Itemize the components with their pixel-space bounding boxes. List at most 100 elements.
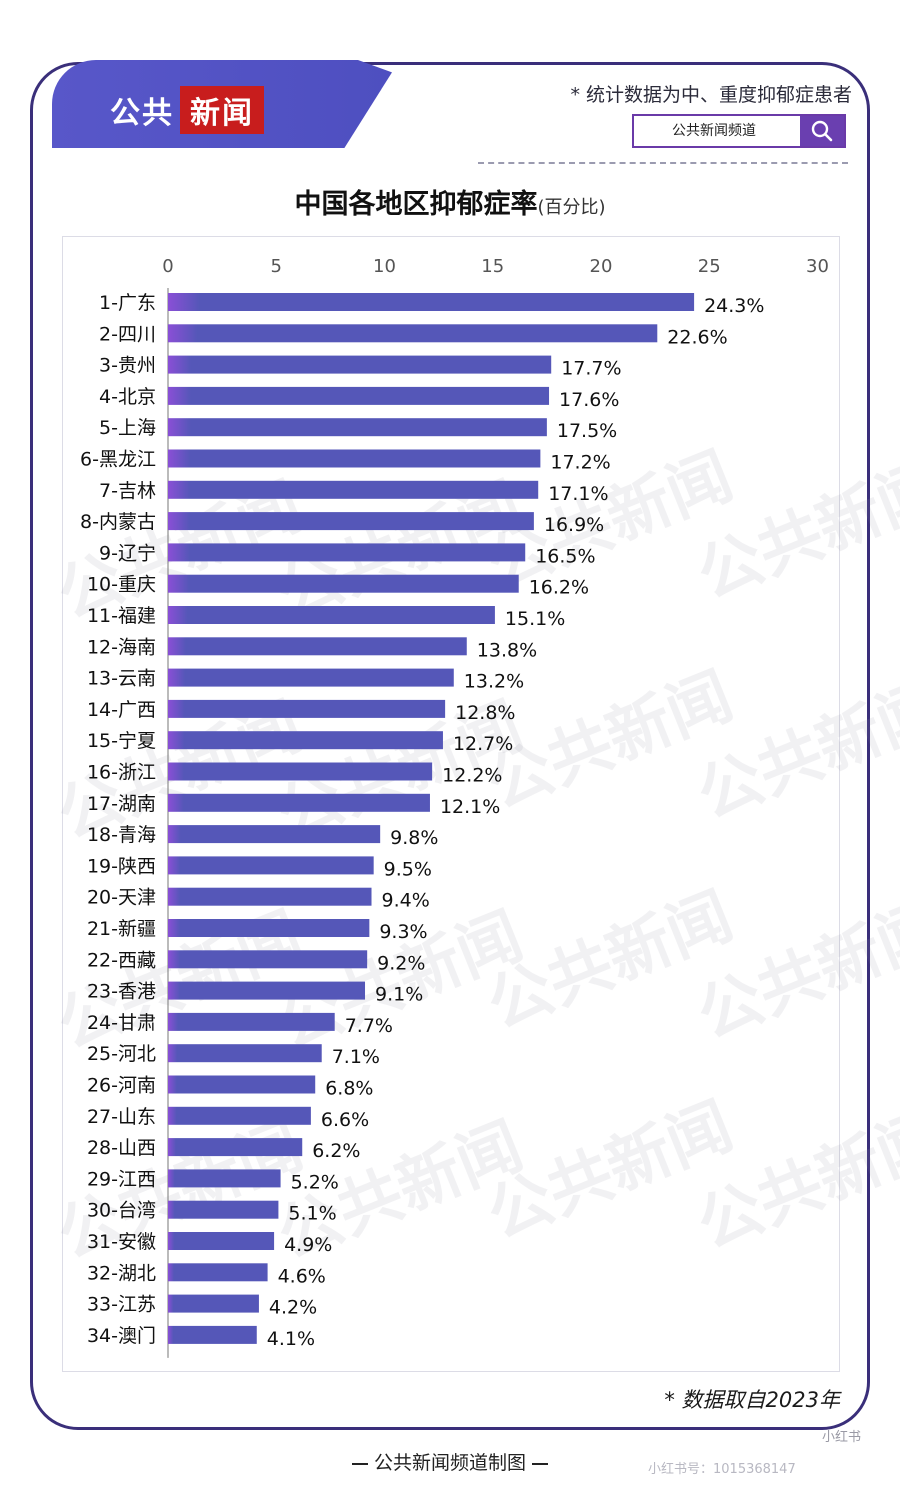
channel-logo: 公共 新闻: [110, 86, 264, 134]
category-label: 28-山西: [87, 1137, 156, 1159]
x-tick-label: 25: [698, 256, 721, 277]
value-label: 4.2%: [269, 1297, 317, 1319]
category-label: 21-新疆: [87, 918, 156, 940]
value-label: 4.9%: [284, 1234, 332, 1256]
value-label: 6.6%: [321, 1109, 369, 1131]
value-label: 17.6%: [559, 389, 619, 411]
value-label: 17.5%: [557, 420, 617, 442]
chart-title-row: 中国各地区抑郁症率(百分比): [0, 182, 900, 221]
bar: [168, 1138, 303, 1157]
category-label: 26-河南: [87, 1075, 156, 1097]
value-label: 13.8%: [477, 639, 537, 661]
category-label: 1-广东: [99, 292, 156, 314]
value-label: 4.6%: [278, 1265, 326, 1287]
category-label: 23-香港: [87, 981, 156, 1003]
value-label: 12.8%: [455, 702, 515, 724]
value-label: 13.2%: [464, 671, 524, 693]
platform-badge: 小红书: [822, 1430, 862, 1445]
logo-text-part1: 公共: [110, 96, 174, 131]
category-label: 29-江西: [87, 1168, 156, 1190]
bar: [168, 293, 695, 311]
value-label: 5.2%: [291, 1171, 339, 1193]
category-label: 27-山东: [87, 1106, 156, 1128]
value-label: 12.1%: [440, 796, 500, 818]
chart-title: 中国各地区抑郁症率: [294, 189, 538, 220]
bar: [168, 386, 550, 405]
bar: [168, 887, 372, 906]
source-note: * 数据取自2023年: [664, 1388, 840, 1412]
value-label: 16.5%: [535, 545, 595, 567]
x-tick-label: 20: [590, 256, 613, 277]
category-label: 30-台湾: [87, 1200, 156, 1222]
category-label: 33-江苏: [87, 1294, 156, 1316]
value-label: 9.2%: [377, 952, 425, 974]
category-label: 20-天津: [87, 887, 156, 909]
value-label: 12.2%: [442, 765, 502, 787]
bar: [168, 699, 446, 718]
category-label: 34-澳门: [87, 1325, 156, 1347]
value-label: 6.8%: [325, 1078, 373, 1100]
bar: [168, 856, 374, 875]
x-tick-label: 30: [806, 256, 829, 277]
category-label: 4-北京: [99, 386, 156, 408]
bar: [168, 825, 381, 844]
value-label: 24.3%: [704, 295, 764, 317]
bar: [168, 1232, 275, 1250]
value-label: 4.1%: [267, 1328, 315, 1350]
category-label: 18-青海: [87, 824, 156, 846]
value-label: 7.7%: [345, 1015, 393, 1037]
category-label: 32-湖北: [87, 1262, 156, 1284]
search-text: 公共新闻频道: [672, 123, 756, 139]
search-icon: [811, 120, 833, 142]
category-label: 9-辽宁: [99, 542, 156, 564]
bar: [168, 950, 368, 969]
bar: [168, 480, 539, 499]
value-label: 16.9%: [544, 514, 604, 536]
bar: [168, 919, 370, 937]
search-button[interactable]: [800, 116, 844, 146]
platform-id: 小红书号：1015368147: [648, 1462, 796, 1477]
bar: [168, 606, 495, 624]
value-label: 9.3%: [379, 921, 427, 943]
value-label: 6.2%: [312, 1140, 360, 1162]
bar: [168, 355, 552, 374]
bar: [168, 574, 519, 593]
bar: [168, 418, 547, 437]
value-label: 16.2%: [529, 577, 589, 599]
bar: [168, 1200, 279, 1219]
search-box[interactable]: 公共新闻频道: [632, 114, 846, 148]
value-label: 7.1%: [332, 1046, 380, 1068]
category-label: 12-海南: [87, 636, 156, 658]
bar: [168, 981, 366, 1000]
value-label: 15.1%: [505, 608, 565, 630]
bar: [168, 324, 658, 343]
value-label: 9.5%: [384, 858, 432, 880]
category-label: 24-甘肃: [87, 1012, 156, 1034]
bar: [168, 449, 541, 468]
bar: [168, 731, 443, 750]
credit-dash-left: [351, 1462, 368, 1465]
value-label: 17.2%: [550, 452, 610, 474]
x-tick-label: 5: [271, 256, 282, 277]
chart-unit: (百分比): [537, 197, 606, 218]
value-label: 9.4%: [382, 890, 430, 912]
bar: [168, 637, 467, 656]
bar: [168, 1294, 259, 1313]
category-label: 2-四川: [99, 323, 156, 345]
credit-dash-right: [532, 1462, 548, 1465]
category-label: 11-福建: [87, 605, 156, 627]
plot-frame: [62, 236, 840, 1372]
category-label: 22-西藏: [87, 949, 156, 971]
credit-line: 公共新闻频道制图: [0, 1448, 900, 1475]
bar: [168, 1044, 322, 1063]
header-divider: [478, 162, 848, 164]
bar: [168, 1325, 257, 1344]
value-label: 22.6%: [667, 326, 727, 348]
value-label: 5.1%: [288, 1203, 336, 1225]
bar: [168, 1106, 311, 1125]
category-label: 25-河北: [87, 1043, 156, 1065]
category-label: 5-上海: [99, 417, 156, 439]
category-label: 6-黑龙江: [80, 449, 156, 471]
bar: [168, 762, 433, 781]
